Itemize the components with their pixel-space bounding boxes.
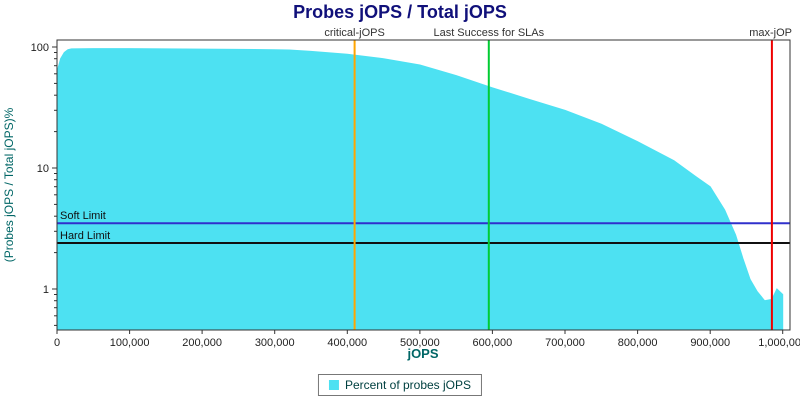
marker-label: Last Success for SLAs — [433, 27, 544, 39]
legend: Percent of probes jOPS — [317, 374, 483, 396]
y-tick-label: 10 — [37, 163, 49, 175]
marker-label: max-jOP — [749, 27, 792, 39]
legend-label: Percent of probes jOPS — [344, 378, 472, 392]
x-tick-label: 500,000 — [400, 337, 440, 349]
x-tick-label: 400,000 — [327, 337, 367, 349]
x-axis-title: jOPS — [406, 346, 438, 361]
y-tick-label: 100 — [31, 42, 49, 54]
y-axis-title: (Probes jOPS / Total jOPS)% — [2, 107, 16, 262]
x-tick-label: 700,000 — [545, 337, 585, 349]
x-tick-label: 0 — [54, 337, 60, 349]
marker-label: critical-jOPS — [324, 27, 385, 39]
plot-border — [56, 39, 791, 331]
x-tick-label: 900,000 — [690, 337, 730, 349]
chart-title: Probes jOPS / Total jOPS — [293, 2, 507, 22]
legend-swatch-icon — [328, 380, 339, 390]
y-tick-label: 1 — [43, 284, 49, 296]
x-tick-label: 100,000 — [110, 337, 150, 349]
limit-label: Soft Limit — [60, 210, 106, 222]
x-tick-label: 200,000 — [182, 337, 222, 349]
x-tick-label: 300,000 — [255, 337, 295, 349]
limit-label: Hard Limit — [60, 230, 110, 242]
x-tick-label: 600,000 — [473, 337, 513, 349]
x-tick-label: 1,000,000 — [758, 337, 800, 349]
x-tick-label: 800,000 — [618, 337, 658, 349]
area-series — [56, 48, 784, 331]
